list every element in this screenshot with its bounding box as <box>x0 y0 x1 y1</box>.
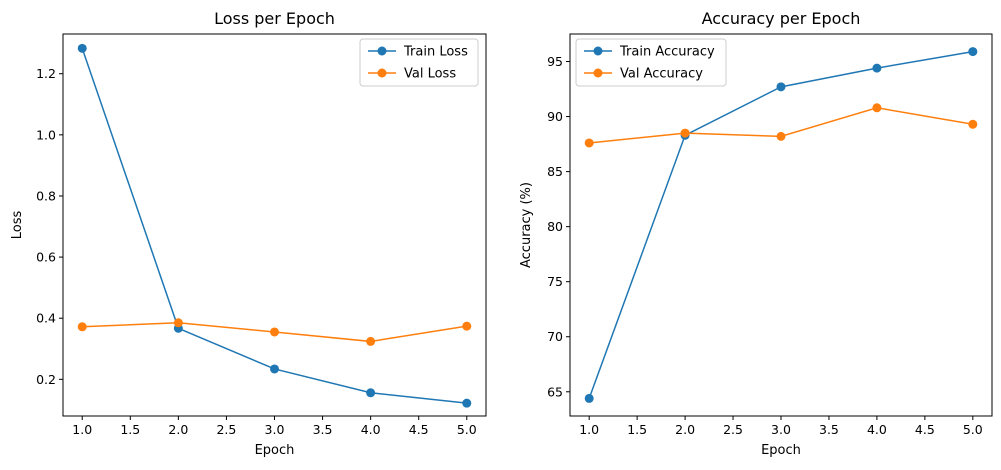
data-point <box>270 327 279 337</box>
y-tick-label: 0.2 <box>36 372 56 387</box>
plot-frame <box>62 33 487 417</box>
data-point <box>776 82 786 92</box>
series-2 <box>77 318 472 346</box>
series-2 <box>584 103 978 148</box>
x-tick-label: 5.0 <box>457 422 477 437</box>
y-axis-label: Accuracy (%) <box>519 182 534 268</box>
x-tick-label: 1.0 <box>72 422 92 437</box>
x-tick-label: 4.5 <box>409 422 429 437</box>
data-point <box>968 47 978 57</box>
legend: Train Accuracy Val Accuracy <box>575 38 727 87</box>
data-point <box>968 119 978 129</box>
y-tick-label: 80 <box>547 219 563 234</box>
data-point <box>462 321 472 331</box>
chart-title: Loss per Epoch <box>214 9 335 28</box>
x-tick-label: 1.5 <box>120 422 140 437</box>
plot-frame <box>569 33 993 417</box>
x-axis-label: Epoch <box>761 443 801 458</box>
data-point <box>77 322 87 332</box>
x-tick-label: 4.0 <box>867 422 887 437</box>
legend-box <box>575 38 727 87</box>
legend-label: Val Loss <box>404 67 456 82</box>
data-point <box>366 388 376 398</box>
y-tick-label: 70 <box>547 329 563 344</box>
legend-marker <box>377 68 387 78</box>
x-tick-label: 1.0 <box>579 422 599 437</box>
y-tick-label: 1.2 <box>36 66 56 81</box>
x-tick-label: 2.5 <box>216 422 236 437</box>
y-tick-label: 90 <box>547 109 563 124</box>
x-axis-label: Epoch <box>255 443 295 458</box>
x-tick-label: 2.0 <box>168 422 188 437</box>
data-point <box>872 103 882 113</box>
x-tick-label: 3.5 <box>819 422 839 437</box>
x-tick-label: 2.5 <box>723 422 743 437</box>
x-tick-label: 3.0 <box>771 422 791 437</box>
chart-title: Accuracy per Epoch <box>702 9 861 28</box>
y-tick-label: 1.0 <box>36 127 56 142</box>
chart-panel-2: Accuracy per Epoch 1.0 1.5 2.0 2.5 3.0 3.5 4.0 4… <box>519 9 993 458</box>
series-1 <box>77 43 472 408</box>
data-point <box>872 63 882 73</box>
x-tick-label: 4.5 <box>915 422 935 437</box>
series-line <box>588 50 973 399</box>
legend: Train Loss Val Loss <box>359 38 479 87</box>
y-axis-label: Loss <box>10 211 25 240</box>
legend-marker <box>593 68 603 78</box>
data-point <box>680 128 690 138</box>
legend-label: Val Accuracy <box>620 67 703 82</box>
legend-label: Train Accuracy <box>619 45 715 60</box>
x-tick-label: 4.0 <box>361 422 381 437</box>
legend-marker <box>377 46 387 56</box>
x-tick-label: 2.0 <box>675 422 695 437</box>
legend-marker <box>593 46 603 56</box>
data-point <box>584 138 594 148</box>
y-tick-label: 75 <box>547 274 563 289</box>
y-tick-label: 0.4 <box>36 311 56 326</box>
x-tick-label: 3.0 <box>265 422 285 437</box>
chart-panel-1: Loss per Epoch 1.0 1.5 2.0 2.5 3.0 3.5 4.0 4.5 5.… <box>10 9 487 458</box>
y-tick-label: 95 <box>547 54 563 69</box>
data-point <box>776 131 786 141</box>
data-point <box>366 336 376 346</box>
series-line <box>81 48 467 404</box>
data-point <box>173 318 183 328</box>
legend-label: Train Loss <box>403 45 468 60</box>
x-tick-label: 1.5 <box>627 422 647 437</box>
data-point <box>77 43 87 53</box>
y-tick-label: 0.8 <box>36 188 56 203</box>
y-tick-label: 65 <box>547 384 563 399</box>
data-point <box>270 364 279 374</box>
x-tick-label: 3.5 <box>313 422 333 437</box>
data-point <box>584 393 594 403</box>
data-point <box>462 398 472 408</box>
series-1 <box>584 47 978 403</box>
y-tick-label: 85 <box>547 164 563 179</box>
x-tick-label: 5.0 <box>963 422 983 437</box>
y-tick-label: 0.6 <box>36 250 56 265</box>
